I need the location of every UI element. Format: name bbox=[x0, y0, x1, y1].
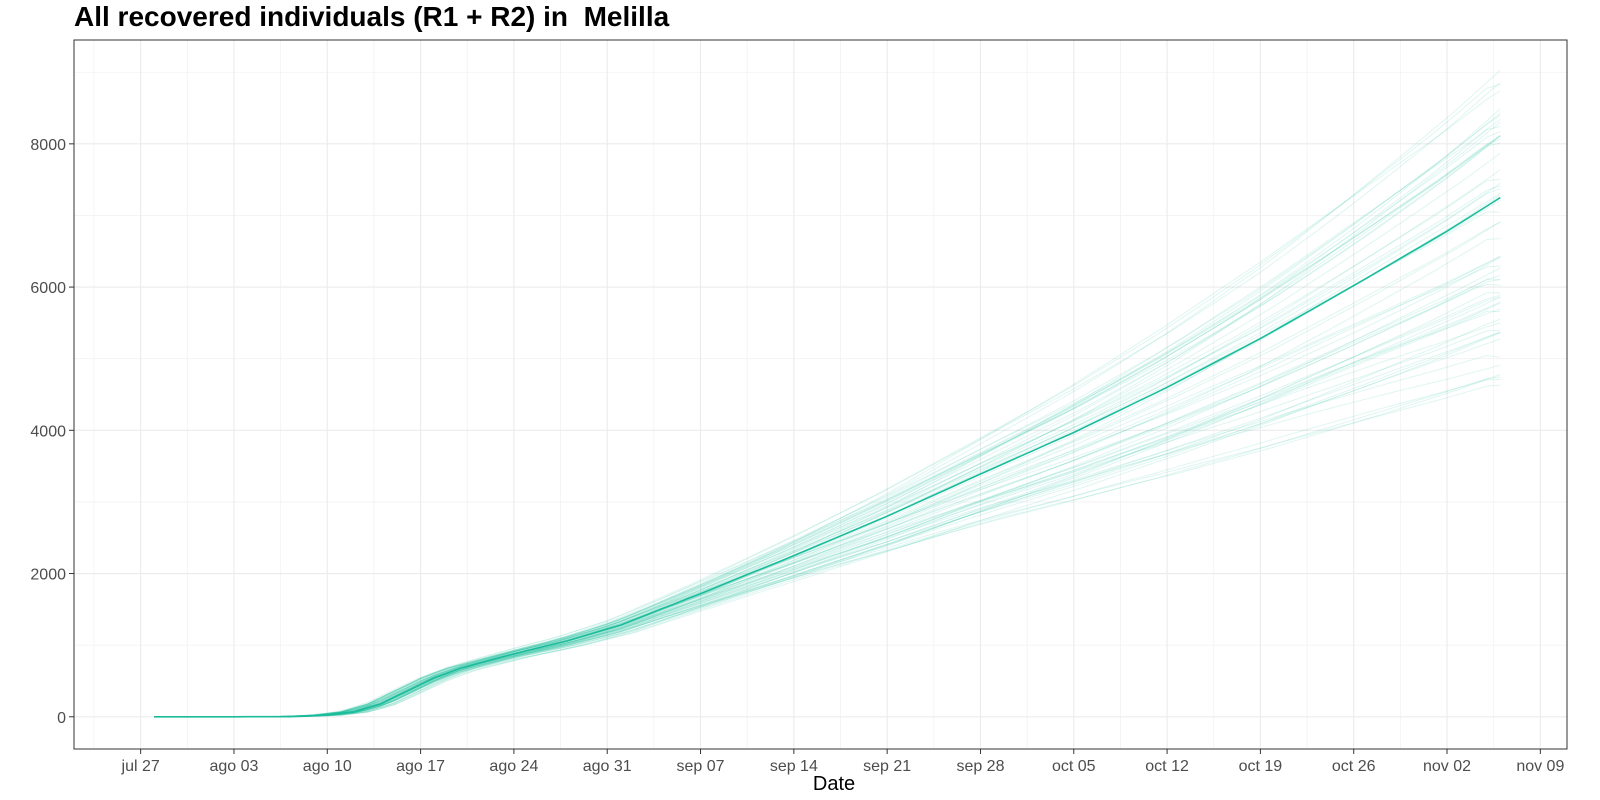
ensemble-line bbox=[154, 185, 1501, 718]
ensemble-line bbox=[154, 131, 1501, 718]
x-tick-label: sep 21 bbox=[863, 758, 911, 775]
ensemble-line bbox=[154, 278, 1501, 718]
ensemble-line bbox=[154, 294, 1501, 718]
ensemble-line bbox=[154, 292, 1501, 718]
ensemble-line bbox=[154, 179, 1501, 718]
ensemble-line bbox=[154, 296, 1501, 718]
chart-title: All recovered individuals (R1 + R2) in M… bbox=[74, 1, 670, 32]
ensemble-line bbox=[154, 255, 1501, 718]
x-axis-title: Date bbox=[813, 773, 855, 795]
ensemble-line bbox=[154, 318, 1501, 718]
x-axis: jul 27 ago 03 ago 10 ago 17 ago 24 ago 31 sep … bbox=[121, 749, 1564, 775]
x-tick-label: jul 27 bbox=[121, 758, 160, 775]
ensemble-line bbox=[154, 267, 1501, 718]
x-tick-label: ago 03 bbox=[209, 758, 258, 775]
ensemble-line bbox=[154, 302, 1501, 718]
x-tick-label: nov 09 bbox=[1516, 758, 1564, 775]
x-tick-label: nov 02 bbox=[1423, 758, 1471, 775]
x-tick-label: ago 17 bbox=[396, 758, 445, 775]
main-series-line bbox=[154, 196, 1501, 718]
ensemble-line bbox=[154, 134, 1501, 718]
x-tick-label: sep 28 bbox=[956, 758, 1004, 775]
ensemble-line bbox=[154, 310, 1501, 718]
ensemble-line bbox=[154, 265, 1501, 718]
grid-minor bbox=[74, 40, 1567, 749]
ensemble-line bbox=[154, 114, 1501, 718]
ensemble-line bbox=[154, 331, 1501, 718]
ensemble-line bbox=[154, 188, 1501, 718]
ensemble-line bbox=[154, 142, 1501, 718]
x-tick-label: ago 10 bbox=[303, 758, 352, 775]
y-tick-label: 2000 bbox=[30, 567, 66, 584]
ensemble-line bbox=[154, 338, 1501, 718]
y-axis: 0 2000 4000 6000 8000 bbox=[30, 137, 74, 727]
ensemble-line bbox=[154, 364, 1501, 718]
ensemble-line bbox=[154, 69, 1501, 718]
ensemble-line bbox=[154, 301, 1501, 718]
ensemble-line bbox=[154, 296, 1501, 718]
ensemble-line bbox=[154, 283, 1501, 718]
ensemble-line bbox=[154, 90, 1501, 718]
ensemble-line bbox=[154, 126, 1501, 718]
x-tick-label: oct 26 bbox=[1332, 758, 1376, 775]
x-tick-label: ago 24 bbox=[489, 758, 538, 775]
x-tick-label: sep 14 bbox=[770, 758, 818, 775]
x-tick-label: ago 31 bbox=[583, 758, 632, 775]
ensemble-line bbox=[154, 211, 1501, 718]
ensemble-line bbox=[154, 256, 1501, 718]
ensemble-line bbox=[154, 376, 1501, 718]
x-tick-label: sep 07 bbox=[677, 758, 725, 775]
plot-background bbox=[74, 40, 1567, 749]
ensemble-line bbox=[154, 152, 1501, 718]
ensemble-line bbox=[154, 221, 1501, 718]
ensemble-line bbox=[154, 108, 1501, 718]
ensemble-line bbox=[154, 135, 1501, 718]
ensemble-line bbox=[154, 121, 1501, 718]
ensemble-line bbox=[154, 384, 1501, 718]
ensemble-line bbox=[154, 274, 1501, 718]
ensemble-line bbox=[154, 354, 1501, 718]
x-tick-label: oct 12 bbox=[1145, 758, 1189, 775]
ensemble-line bbox=[154, 135, 1501, 718]
y-tick-label: 6000 bbox=[30, 280, 66, 297]
ensemble-line bbox=[154, 379, 1501, 718]
ensemble-line bbox=[154, 238, 1501, 718]
ensemble-line bbox=[154, 118, 1501, 718]
x-tick-label: oct 19 bbox=[1239, 758, 1283, 775]
ensemble-line bbox=[154, 138, 1501, 718]
y-tick-label: 0 bbox=[57, 710, 66, 727]
y-tick-label: 4000 bbox=[30, 423, 66, 440]
ensemble-line bbox=[154, 135, 1501, 718]
ensemble-line bbox=[154, 279, 1501, 718]
x-tick-label: oct 05 bbox=[1052, 758, 1096, 775]
ensemble-line bbox=[154, 194, 1501, 718]
grid-major bbox=[74, 40, 1567, 749]
ensemble-line bbox=[154, 83, 1501, 718]
ensemble-line bbox=[154, 329, 1501, 718]
ensemble-line bbox=[154, 374, 1501, 718]
main-line-group bbox=[154, 196, 1501, 718]
plot-border bbox=[73, 39, 1568, 750]
y-tick-label: 8000 bbox=[30, 137, 66, 154]
